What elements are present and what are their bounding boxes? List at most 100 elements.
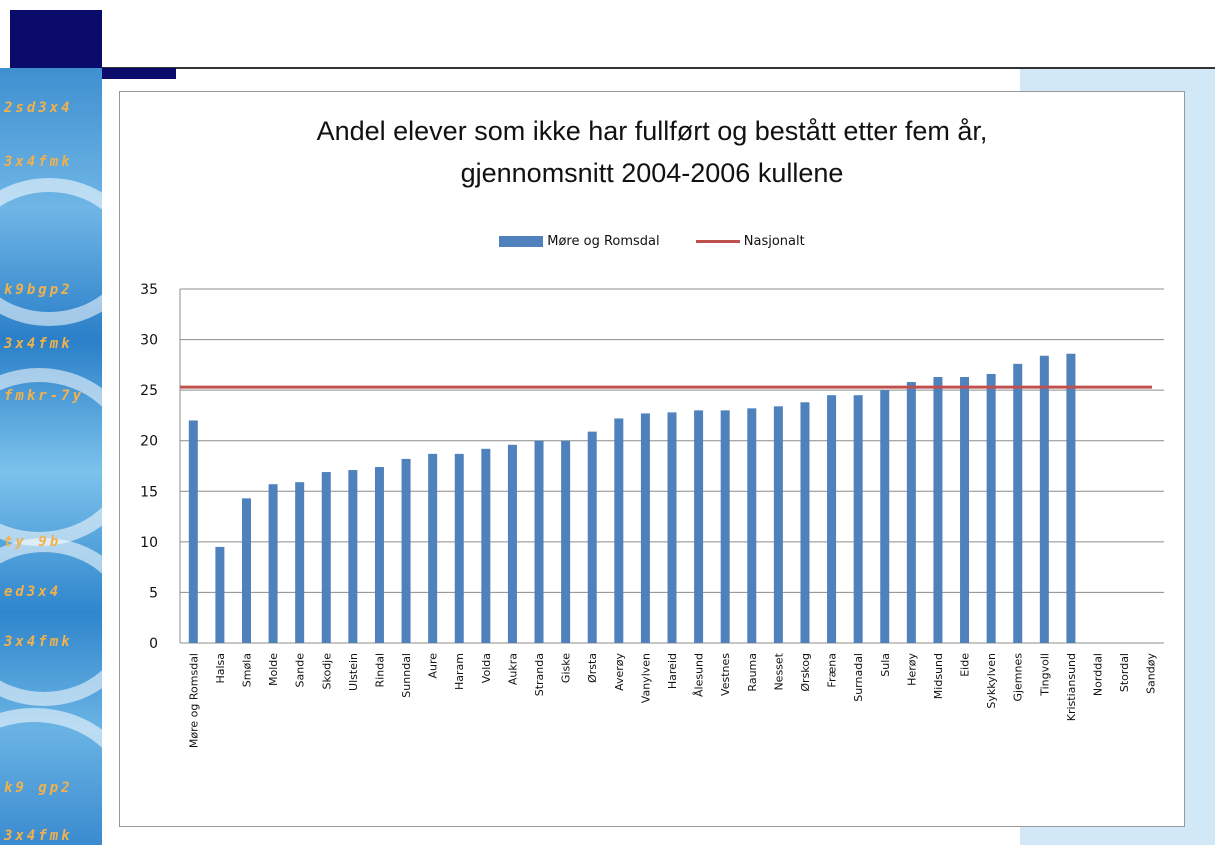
x-tick-label: Sunndal — [400, 653, 413, 698]
x-tick-label: Nesset — [772, 652, 785, 690]
y-tick-label: 15 — [140, 484, 158, 500]
bar — [188, 420, 198, 643]
bar — [720, 410, 730, 643]
x-tick-label: Stranda — [533, 653, 546, 696]
x-tick-label: Volda — [480, 653, 493, 683]
bar — [747, 408, 757, 643]
legend-item-bars: Møre og Romsdal — [499, 234, 660, 249]
bar — [800, 402, 810, 643]
strip-text: 3x4fmk — [4, 154, 73, 170]
top-rule — [102, 67, 1215, 69]
strip-text: 2sd3x4 — [4, 100, 73, 116]
bar — [241, 498, 251, 643]
x-tick-label: Hareid — [666, 653, 679, 689]
x-tick-label: Gjemnes — [1012, 653, 1025, 702]
strip-text: 3x4fmk — [4, 336, 73, 352]
y-tick-label: 30 — [140, 333, 158, 349]
x-tick-label: Kristiansund — [1065, 653, 1078, 721]
y-tick-label: 20 — [140, 434, 158, 450]
bar — [587, 431, 597, 643]
x-tick-label: Skodje — [320, 653, 333, 690]
bar — [295, 482, 305, 643]
x-tick-label: Molde — [267, 653, 280, 686]
x-tick-label: Norddal — [1092, 653, 1105, 696]
x-tick-label: Aure — [427, 653, 440, 679]
x-tick-label: Smøla — [240, 653, 253, 687]
bar — [986, 373, 996, 643]
bar — [1066, 353, 1076, 643]
strip-text: fmkr-7y — [4, 388, 85, 404]
strip-text: ed3x4 — [4, 584, 62, 600]
x-tick-label: Giske — [560, 653, 573, 683]
legend-swatch-bar — [499, 236, 544, 247]
x-tick-label: Halsa — [214, 653, 227, 684]
swirl-decoration — [0, 538, 102, 706]
bar — [428, 453, 438, 643]
bar — [667, 412, 677, 643]
y-tick-label: 35 — [140, 282, 158, 298]
bar — [215, 546, 225, 643]
navy-accent-bar — [102, 68, 176, 79]
x-tick-label: Rindal — [373, 653, 386, 687]
x-tick-label: Sande — [294, 653, 307, 688]
y-tick-label: 10 — [140, 535, 158, 551]
legend-label-line: Nasjonalt — [743, 234, 805, 249]
bar — [827, 395, 837, 643]
strip-text: k9bgp2 — [4, 282, 73, 298]
x-tick-label: Haram — [453, 653, 466, 690]
navy-corner-block — [10, 10, 102, 68]
strip-text: 3x4fmk — [4, 634, 73, 650]
bar — [906, 382, 916, 643]
bar — [773, 406, 783, 643]
bar — [454, 453, 464, 643]
x-tick-label: Midsund — [932, 653, 945, 699]
x-tick-label: Stordal — [1118, 653, 1131, 692]
bar — [614, 418, 624, 643]
strip-text: 3x4fmk — [4, 828, 73, 844]
bar — [481, 448, 491, 643]
x-tick-label: Rauma — [746, 653, 759, 692]
bar — [321, 472, 331, 643]
swirl-decoration — [0, 708, 102, 845]
bar — [507, 444, 517, 643]
chart-title-line-2: gjennomsnitt 2004-2006 kullene — [460, 158, 844, 188]
bar — [853, 395, 863, 643]
bar — [348, 470, 358, 643]
x-tick-label: Fræna — [826, 653, 839, 688]
x-tick-label: Aukra — [506, 653, 519, 685]
x-tick-label: Sula — [879, 653, 892, 677]
y-tick-label: 5 — [149, 585, 158, 601]
y-tick-label: 0 — [149, 636, 158, 652]
bar — [268, 484, 278, 643]
x-tick-label: Ulstein — [347, 653, 360, 691]
chart-frame: Andel elever som ikke har fullført og be… — [119, 91, 1185, 827]
bar — [960, 376, 970, 643]
x-tick-label: Tingvoll — [1038, 653, 1051, 697]
legend-label-bars: Møre og Romsdal — [547, 234, 660, 249]
x-tick-label: Herøy — [905, 653, 918, 686]
x-tick-label: Ørsta — [586, 653, 599, 683]
swirl-decoration — [0, 178, 102, 326]
chart-plot: 0 5 10 15 20 25 30 35 Møre og Romsdal Halsa Smøla M… — [140, 282, 1164, 748]
bar — [880, 390, 890, 643]
chart-legend: Møre og Romsdal Nasjonalt — [120, 234, 1184, 249]
bar — [401, 458, 411, 643]
y-tick-label: 25 — [140, 383, 158, 399]
bar — [1039, 355, 1049, 643]
x-tick-label: Ørskog — [799, 653, 812, 692]
bar — [640, 413, 650, 643]
x-tick-label: Ålesund — [693, 653, 706, 697]
chart-title: Andel elever som ikke har fullført og be… — [120, 110, 1184, 194]
legend-swatch-line — [695, 240, 740, 243]
strip-text: k9 gp2 — [4, 780, 73, 796]
bar — [933, 376, 943, 643]
x-tick-label: Sykkylven — [985, 653, 998, 709]
strip-text: ty 9b — [4, 534, 62, 550]
bar — [1013, 363, 1023, 643]
x-tick-label: Vestnes — [719, 653, 732, 696]
x-tick-label: Vanylven — [639, 653, 652, 703]
x-tick-label: Møre og Romsdal — [187, 653, 200, 748]
bar — [694, 410, 704, 643]
x-tick-label: Averøy — [613, 653, 626, 691]
bar — [534, 440, 544, 643]
